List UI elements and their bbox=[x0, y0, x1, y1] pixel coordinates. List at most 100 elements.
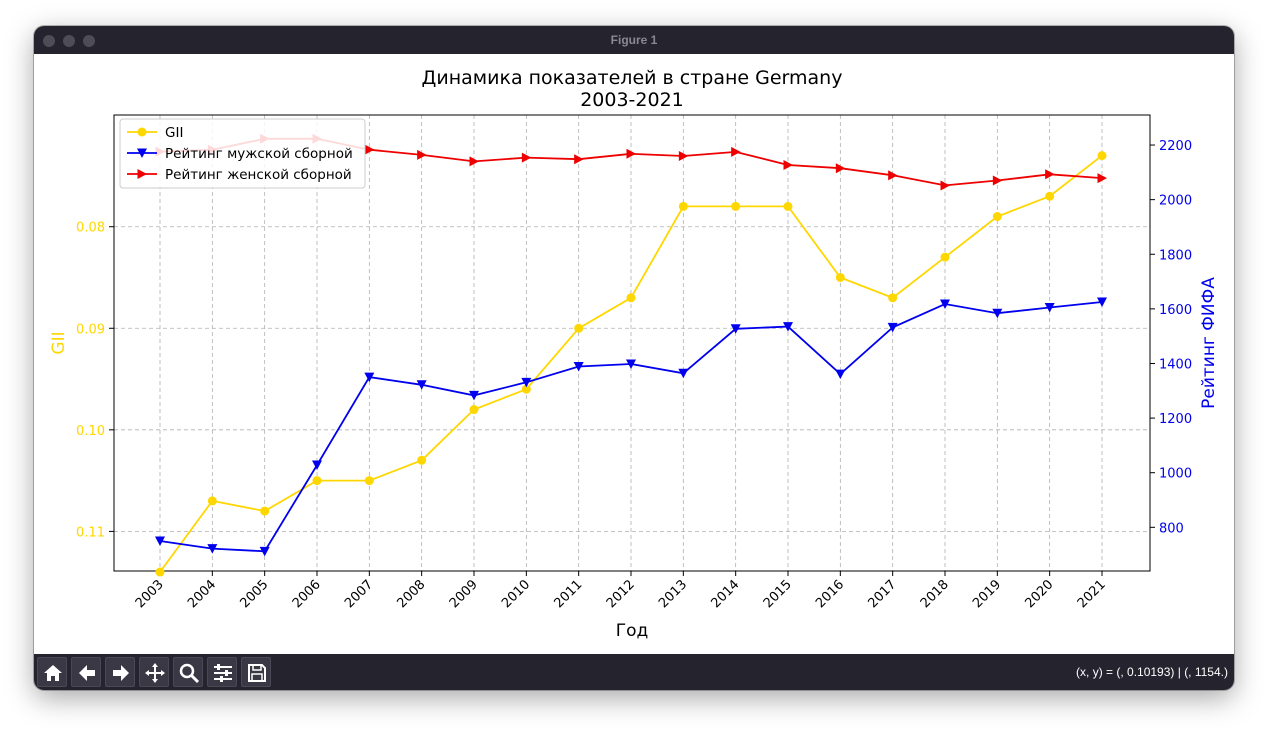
legend: GII Рейтинг мужской сборной Рейтинг женско… bbox=[119, 118, 366, 189]
data-point bbox=[731, 201, 741, 211]
axes bbox=[109, 114, 1155, 576]
data-point bbox=[259, 546, 270, 557]
data-point bbox=[207, 544, 218, 554]
x-tick-label: 2007 bbox=[342, 577, 376, 611]
data-point bbox=[783, 159, 793, 170]
data-point bbox=[417, 149, 427, 160]
figure-canvas[interactable]: Динамика показателей в стране Germany 20… bbox=[34, 54, 1234, 654]
configure-subplots-icon bbox=[214, 664, 232, 682]
data-point bbox=[207, 496, 217, 506]
plot-frame bbox=[113, 114, 1151, 572]
chart-svg: Динамика показателей в стране Germany 20… bbox=[49, 67, 1219, 641]
series-layer bbox=[155, 133, 1107, 577]
data-point bbox=[678, 368, 689, 379]
y-right-tick-label: 1200 bbox=[1159, 412, 1192, 427]
save-button[interactable] bbox=[241, 657, 271, 687]
data-point bbox=[992, 175, 1003, 186]
data-point bbox=[364, 144, 375, 155]
x-tick-label: 2014 bbox=[708, 577, 742, 611]
data-point bbox=[626, 293, 636, 303]
minimize-window-button[interactable] bbox=[63, 35, 75, 47]
data-point bbox=[1045, 169, 1055, 180]
y-right-tick-label: 1800 bbox=[1159, 248, 1192, 263]
maximize-window-button[interactable] bbox=[83, 35, 95, 47]
window-title: Figure 1 bbox=[610, 33, 658, 47]
data-point bbox=[574, 154, 584, 165]
y-left-tick-label: 0.10 bbox=[76, 424, 105, 439]
chart-title: Динамика показателей в стране Germany bbox=[422, 67, 843, 89]
x-tick-label: 2005 bbox=[237, 577, 271, 611]
close-window-button[interactable] bbox=[43, 35, 55, 47]
zoom-button[interactable] bbox=[173, 657, 203, 687]
data-point bbox=[416, 380, 427, 390]
zoom-magnifier-icon bbox=[179, 663, 200, 684]
y-right-tick-label: 2000 bbox=[1159, 194, 1192, 209]
data-point bbox=[626, 359, 636, 370]
data-point bbox=[137, 127, 147, 137]
y-left-tick-label: 0.09 bbox=[76, 322, 105, 337]
x-tick-label: 2017 bbox=[865, 577, 899, 611]
x-tick-label: 2015 bbox=[761, 577, 795, 611]
y-right-tick-label: 1000 bbox=[1159, 467, 1192, 482]
data-point bbox=[260, 506, 270, 516]
y-left-axis-label: GII bbox=[49, 331, 69, 354]
data-point bbox=[364, 372, 375, 383]
data-point bbox=[940, 252, 950, 262]
data-point bbox=[469, 405, 479, 415]
legend-label: Рейтинг мужской сборной bbox=[165, 146, 353, 162]
data-point bbox=[521, 377, 532, 388]
data-point bbox=[312, 476, 322, 486]
y-right-tick-labels: 800 1000 1200 1400 1600 1800 2000 2200 bbox=[1159, 139, 1192, 536]
x-tick-label: 2012 bbox=[604, 577, 638, 611]
data-point bbox=[521, 384, 531, 394]
x-tick-label: 2009 bbox=[447, 577, 481, 611]
data-point bbox=[888, 293, 898, 303]
x-tick-label: 2018 bbox=[918, 577, 952, 611]
data-point bbox=[626, 148, 636, 159]
data-point bbox=[887, 322, 898, 333]
data-point bbox=[1097, 151, 1107, 161]
forward-button[interactable] bbox=[105, 657, 135, 687]
data-point bbox=[835, 272, 845, 282]
x-tick-label: 2008 bbox=[394, 577, 428, 611]
home-button[interactable] bbox=[37, 657, 67, 687]
navigation-toolbar: (x, y) = (, 0.10193) | (, 1154.) bbox=[34, 654, 1234, 690]
data-point bbox=[1097, 297, 1107, 308]
legend-box bbox=[119, 118, 366, 189]
y-right-tick-label: 1600 bbox=[1159, 303, 1192, 318]
y-right-tick-label: 1400 bbox=[1159, 357, 1192, 372]
title-bar: Figure 1 bbox=[34, 26, 1234, 54]
data-point bbox=[137, 148, 147, 158]
legend-label: Рейтинг женской сборной bbox=[165, 167, 352, 183]
x-tick-label: 2016 bbox=[813, 577, 847, 611]
x-tick-labels: 2003 2004 2005 2006 2007 2008 2009 2010 2011 2012… bbox=[133, 577, 1109, 611]
data-point bbox=[940, 180, 950, 191]
y-left-tick-label: 0.11 bbox=[76, 525, 105, 540]
y-left-tick-label: 0.08 bbox=[76, 221, 105, 236]
x-tick-label: 2020 bbox=[1022, 577, 1056, 611]
data-point bbox=[888, 170, 898, 181]
home-icon bbox=[44, 665, 62, 681]
data-point bbox=[835, 369, 846, 380]
data-point bbox=[155, 567, 165, 577]
y-right-tick-label: 2200 bbox=[1159, 139, 1192, 154]
data-point bbox=[730, 324, 741, 334]
grid-lines bbox=[114, 115, 1150, 571]
figure-window: Figure 1 Динамика показателей в стране G… bbox=[34, 26, 1234, 690]
back-button[interactable] bbox=[71, 657, 101, 687]
y-right-tick-label: 800 bbox=[1159, 521, 1184, 536]
pan-move-icon bbox=[145, 663, 165, 683]
x-tick-label: 2021 bbox=[1075, 577, 1109, 611]
data-point bbox=[574, 323, 584, 333]
pan-button[interactable] bbox=[139, 657, 169, 687]
x-tick-label: 2004 bbox=[185, 577, 219, 611]
x-tick-label: 2010 bbox=[499, 577, 533, 611]
configure-subplots-button[interactable] bbox=[207, 657, 237, 687]
data-point bbox=[521, 152, 532, 163]
data-point bbox=[992, 308, 1003, 319]
data-point bbox=[992, 212, 1002, 222]
x-axis-label: Год bbox=[616, 621, 649, 641]
back-arrow-icon bbox=[79, 665, 95, 681]
x-tick-label: 2011 bbox=[551, 577, 585, 611]
data-point bbox=[469, 156, 479, 167]
